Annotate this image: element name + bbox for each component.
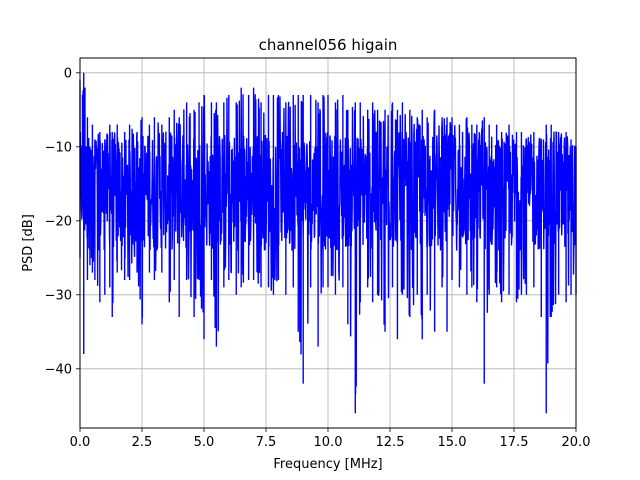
y-tick-label: −20 [45,214,72,229]
y-tick-label: −40 [45,362,72,377]
x-tick-label: 2.5 [132,435,153,450]
x-tick-label: 20.0 [562,435,591,450]
chart-title: channel056 higain [259,36,398,54]
x-tick-label: 12.5 [376,435,405,450]
x-axis: 0.0 2.5 5.0 7.5 10.0 12.5 15.0 17.5 20.0 [70,428,591,450]
y-tick-label: −30 [45,288,72,303]
x-tick-label: 7.5 [256,435,277,450]
x-tick-label: 15.0 [438,435,467,450]
x-tick-label: 0.0 [70,435,91,450]
x-axis-label: Frequency [MHz] [273,457,382,472]
psd-series-line [79,72,577,414]
y-axis: 0 −10 −20 −30 −40 [45,66,80,377]
x-tick-label: 5.0 [194,435,215,450]
y-axis-label: PSD [dB] [21,214,36,272]
y-tick-label: 0 [64,66,72,81]
series-group [79,72,577,414]
x-tick-label: 10.0 [314,435,343,450]
y-tick-label: −10 [45,140,72,155]
x-tick-label: 17.5 [500,435,529,450]
